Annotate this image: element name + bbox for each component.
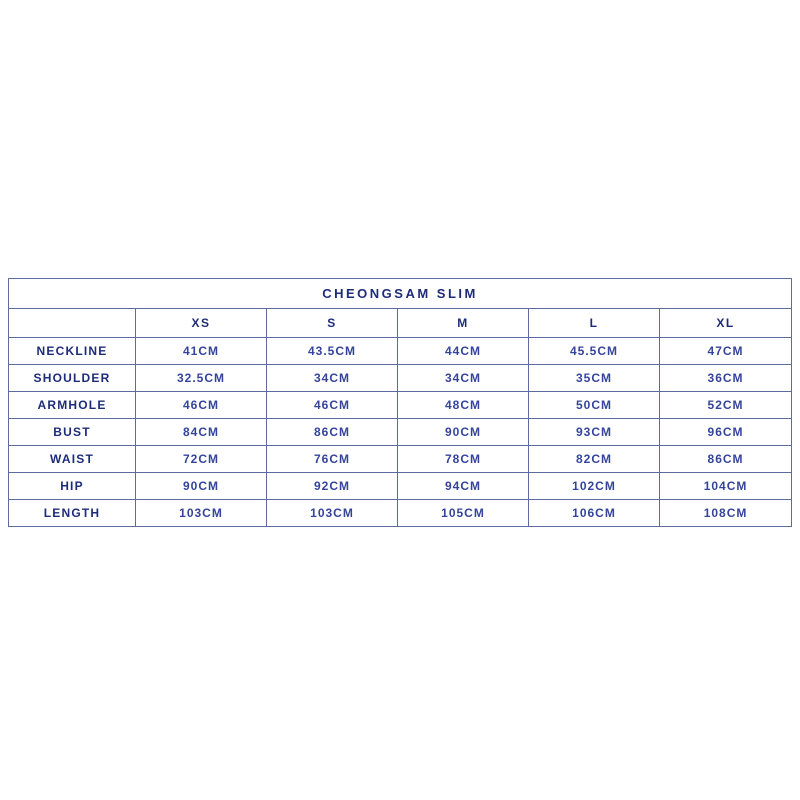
cell-hip-l: 102CM [528,472,660,500]
cell-waist-m: 78CM [397,445,529,473]
table-row-armhole: ARMHOLE 46CM 46CM 48CM 50CM 52CM [8,391,793,419]
table-row-bust: BUST 84CM 86CM 90CM 93CM 96CM [8,418,793,446]
cell-hip-m: 94CM [397,472,529,500]
cell-bust-xs: 84CM [135,418,267,446]
size-header-xl: XL [658,308,793,338]
cell-length-xs: 103CM [135,499,267,527]
cell-bust-m: 90CM [397,418,529,446]
row-label-shoulder: SHOULDER [8,364,136,392]
cell-neckline-xs: 41CM [135,337,267,365]
cell-neckline-m: 44CM [397,337,529,365]
cell-bust-l: 93CM [528,418,660,446]
row-label-waist: WAIST [8,445,136,473]
cell-neckline-xl: 47CM [658,337,793,365]
table-title-row: CHEONGSAM SLIM [7,278,793,309]
table-title: CHEONGSAM SLIM [7,278,793,309]
size-header-xs: XS [135,308,267,338]
cell-armhole-s: 46CM [266,391,398,419]
cell-neckline-s: 43.5CM [266,337,398,365]
table-row-shoulder: SHOULDER 32.5CM 34CM 34CM 35CM 36CM [8,364,793,392]
cell-armhole-m: 48CM [397,391,529,419]
cell-hip-xs: 90CM [135,472,267,500]
cell-bust-xl: 96CM [658,418,793,446]
cell-hip-s: 92CM [266,472,398,500]
cell-armhole-l: 50CM [528,391,660,419]
cell-waist-l: 82CM [528,445,660,473]
row-label-neckline: NECKLINE [8,337,136,365]
cell-shoulder-s: 34CM [266,364,398,392]
corner-cell [8,308,136,338]
cell-length-l: 106CM [528,499,660,527]
cell-armhole-xl: 52CM [658,391,793,419]
cell-neckline-l: 45.5CM [528,337,660,365]
cell-shoulder-m: 34CM [397,364,529,392]
row-label-bust: BUST [8,418,136,446]
row-label-hip: HIP [8,472,136,500]
cell-length-m: 105CM [397,499,529,527]
row-label-armhole: ARMHOLE [8,391,136,419]
table-row-length: LENGTH 103CM 103CM 105CM 106CM 108CM [8,499,793,527]
size-header-l: L [528,308,660,338]
table-row-hip: HIP 90CM 92CM 94CM 102CM 104CM [8,472,793,500]
cell-shoulder-xl: 36CM [658,364,793,392]
cell-armhole-xs: 46CM [135,391,267,419]
cell-waist-xs: 72CM [135,445,267,473]
size-chart-table: CHEONGSAM SLIM XS S M L XL NECKLINE 41CM… [7,278,793,527]
size-header-m: M [397,308,529,338]
table-row-neckline: NECKLINE 41CM 43.5CM 44CM 45.5CM 47CM [8,337,793,365]
row-label-length: LENGTH [8,499,136,527]
cell-shoulder-xs: 32.5CM [135,364,267,392]
cell-length-xl: 108CM [658,499,793,527]
size-header-row: XS S M L XL [8,308,793,338]
size-header-s: S [266,308,398,338]
cell-shoulder-l: 35CM [528,364,660,392]
cell-hip-xl: 104CM [658,472,793,500]
table-row-waist: WAIST 72CM 76CM 78CM 82CM 86CM [8,445,793,473]
cell-length-s: 103CM [266,499,398,527]
cell-waist-s: 76CM [266,445,398,473]
cell-waist-xl: 86CM [658,445,793,473]
cell-bust-s: 86CM [266,418,398,446]
